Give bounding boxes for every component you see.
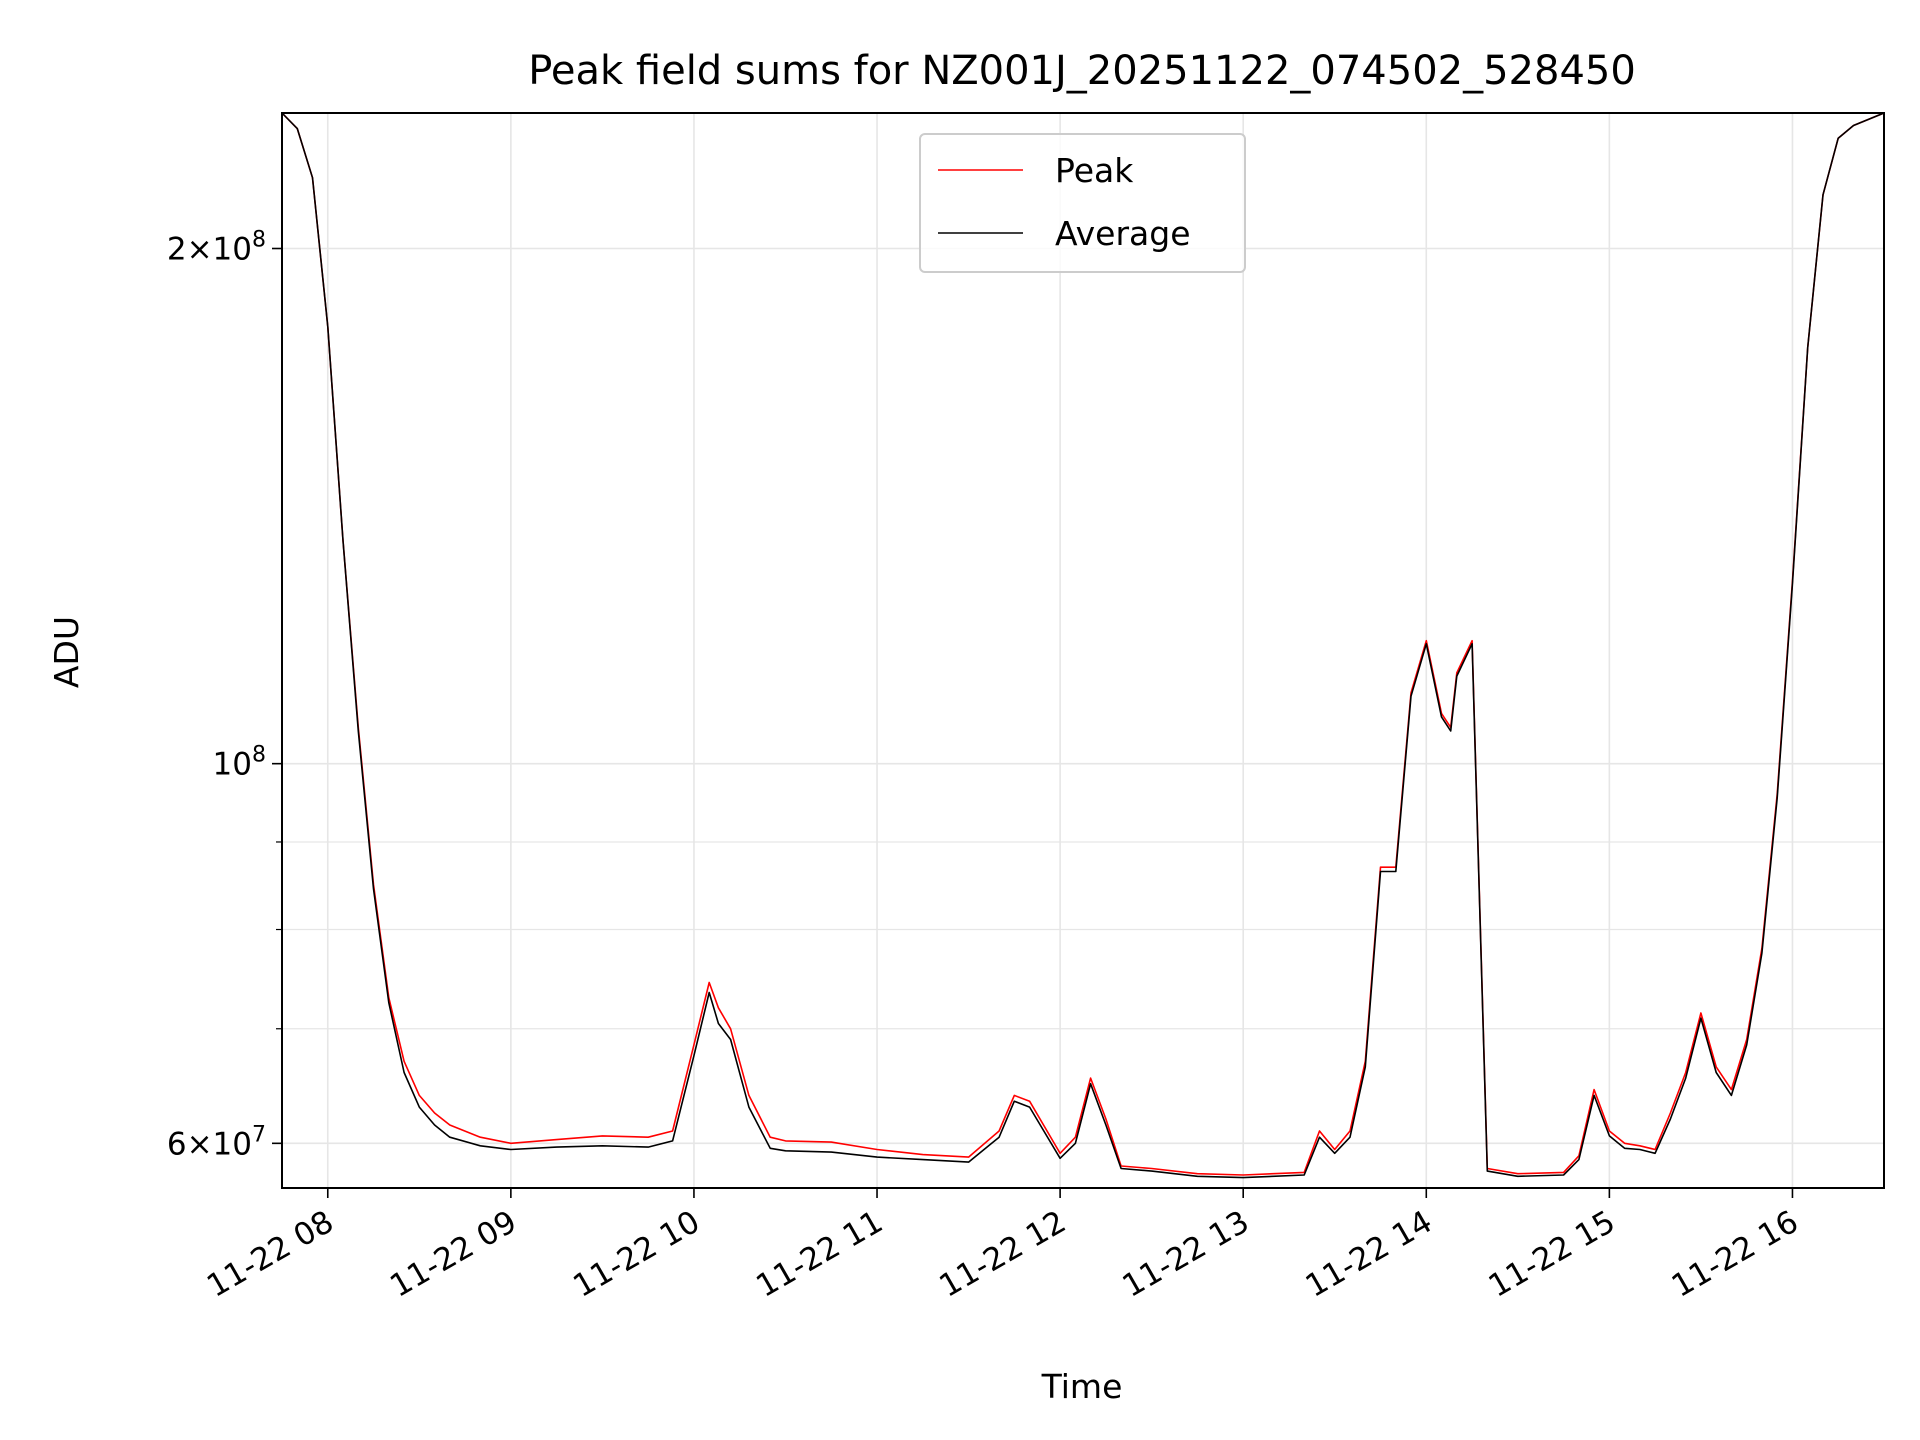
plot-frame <box>281 112 1885 1189</box>
x-axis-label: Time <box>1041 1367 1123 1406</box>
y-axis-label: ADU <box>47 616 86 688</box>
legend-box <box>919 133 1246 273</box>
series-line-average <box>281 112 1885 1179</box>
y-tick-label: 108 <box>213 743 266 783</box>
grid-lines <box>282 113 1884 1188</box>
chart-title: Peak field sums for NZ001J_20251122_0745… <box>528 48 1636 94</box>
y-tick-label: 2×108 <box>167 228 266 268</box>
legend-label-average: Average <box>1055 214 1191 253</box>
series-line-peak <box>281 112 1885 1176</box>
series-lines <box>281 112 1885 1179</box>
y-axis: 6×107 108 2×108 <box>167 228 282 1162</box>
legend-label-peak: Peak <box>1055 151 1134 190</box>
legend: Peak Average <box>919 133 1246 273</box>
y-tick-label: 6×107 <box>167 1122 266 1162</box>
